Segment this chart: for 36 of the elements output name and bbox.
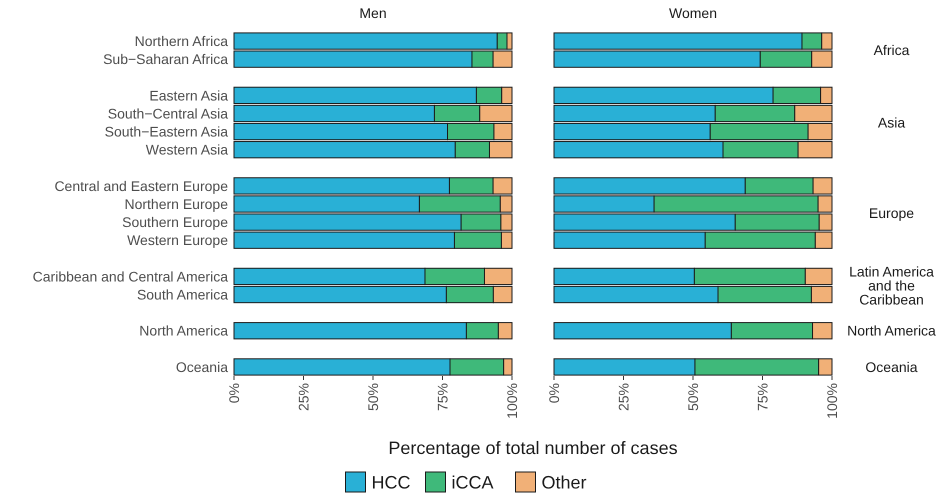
x-tick-label: 25% bbox=[295, 383, 312, 412]
x-tick-label: 75% bbox=[434, 383, 450, 412]
text: Africa bbox=[874, 42, 910, 58]
legend-label: iCCA bbox=[452, 472, 494, 492]
y-tick-label: Southern Europe bbox=[122, 214, 228, 230]
x-tick-label: 50% bbox=[364, 383, 381, 412]
y-tick-label: Central and Eastern Europe bbox=[54, 178, 228, 194]
x-tick-label: 25% bbox=[615, 383, 632, 412]
y-tick-label: South−Central Asia bbox=[108, 105, 228, 122]
y-tick-label: Oceania bbox=[176, 358, 228, 375]
x-tick-label: 75% bbox=[754, 383, 770, 412]
chart-title: Men bbox=[359, 5, 387, 21]
y-tick-label: Western Asia bbox=[146, 142, 228, 158]
x-tick-label: 0% bbox=[226, 383, 242, 404]
x-tick-label: 50% bbox=[684, 383, 701, 412]
text: Oceania bbox=[865, 358, 918, 375]
x-tick-label: 0% bbox=[546, 383, 562, 404]
chart-title: Women bbox=[669, 5, 717, 21]
text: North America bbox=[847, 322, 936, 339]
y-tick-label: South America bbox=[136, 286, 228, 302]
y-tick-label: Northern Europe bbox=[124, 196, 228, 212]
legend-label: HCC bbox=[372, 472, 410, 492]
x-tick-label: 100% bbox=[824, 383, 840, 419]
y-tick-label: Northern Africa bbox=[134, 32, 228, 49]
y-tick-label: Caribbean and Central America bbox=[32, 268, 228, 284]
y-tick-label: Western Europe bbox=[127, 232, 228, 248]
text: Europe bbox=[868, 204, 914, 221]
y-tick-label: South−Eastern Asia bbox=[104, 123, 228, 140]
y-tick-label: North America bbox=[139, 322, 228, 339]
text: Latin America and the Caribbean bbox=[849, 263, 934, 308]
y-tick-label: Sub−Saharan Africa bbox=[103, 51, 228, 68]
text: Asia bbox=[878, 114, 906, 130]
x-axis-title: Percentage of total number of cases bbox=[388, 438, 678, 458]
legend-label: Other bbox=[542, 472, 587, 492]
x-tick-label: 100% bbox=[504, 383, 520, 419]
y-tick-label: Eastern Asia bbox=[149, 87, 228, 104]
